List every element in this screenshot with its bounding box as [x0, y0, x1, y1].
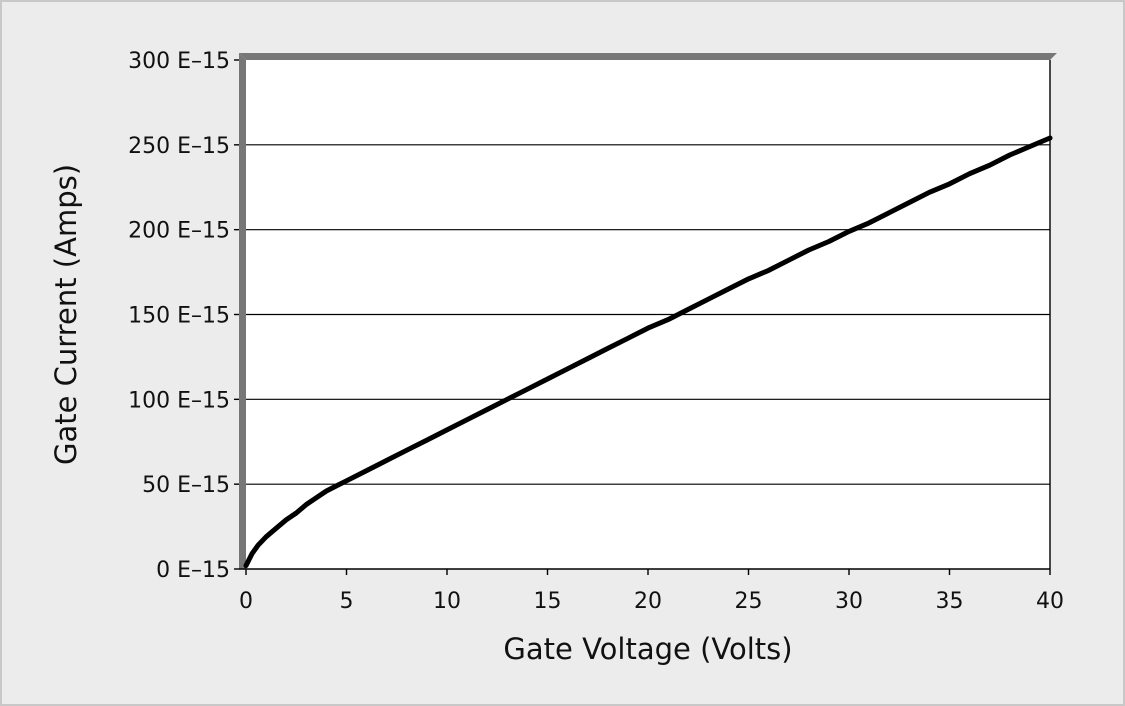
- x-tick-label: 20: [634, 589, 662, 614]
- x-tick-label: 30: [835, 589, 863, 614]
- y-tick-label: 150 E–15: [128, 304, 230, 329]
- x-tick-label: 5: [340, 589, 354, 614]
- series-line: [243, 135, 1053, 569]
- x-tick-label: 15: [534, 589, 562, 614]
- y-tick-label: 300 E–15: [128, 49, 230, 74]
- axes: [239, 53, 1057, 570]
- top-border: [239, 53, 1057, 60]
- y-tick-label: 200 E–15: [128, 219, 230, 244]
- y-axis-title: Gate Current (Amps): [49, 164, 83, 465]
- y-tick-label: 250 E–15: [128, 134, 230, 159]
- x-axis-ticks: 0 5 10 15 20 25 30 35 40: [239, 569, 1064, 614]
- y-tick-label: 50 E–15: [142, 473, 230, 498]
- left-axis-bar: [239, 53, 246, 569]
- y-axis-ticks: 0 E–15 50 E–15 100 E–15 150 E–15 200 E–15 250…: [128, 49, 239, 583]
- series-group: [243, 135, 1053, 569]
- x-tick-label: 0: [239, 589, 253, 614]
- x-tick-label: 40: [1036, 589, 1064, 614]
- gridlines: [246, 144, 1050, 485]
- x-tick-label: 35: [936, 589, 964, 614]
- y-tick-label: 100 E–15: [128, 388, 230, 413]
- x-axis-title: Gate Voltage (Volts): [503, 632, 792, 666]
- y-tick-label: 0 E–15: [156, 558, 230, 583]
- x-tick-label: 10: [433, 589, 461, 614]
- x-tick-label: 25: [735, 589, 763, 614]
